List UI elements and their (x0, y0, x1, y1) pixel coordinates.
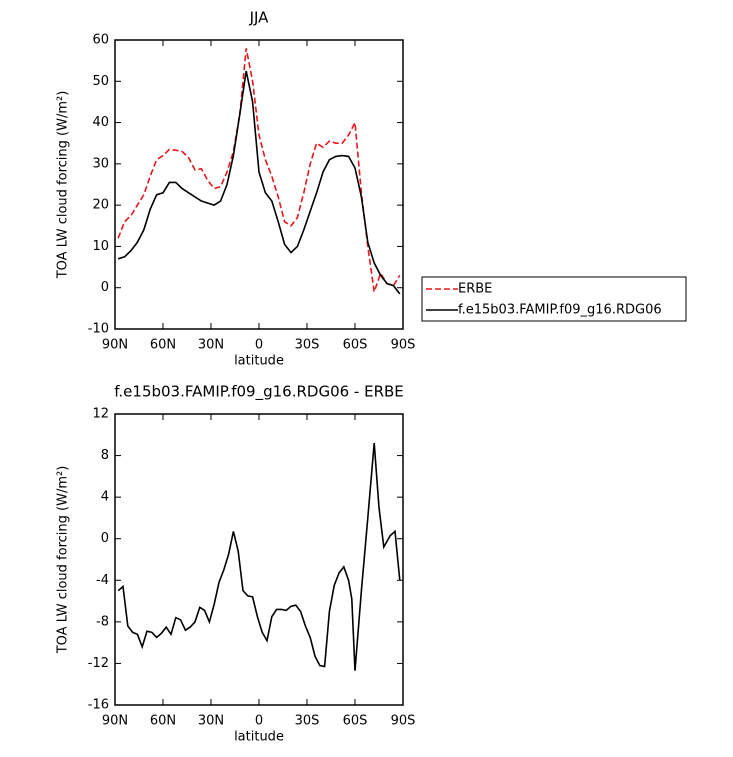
x-tick-label: 90S (391, 338, 416, 353)
y-tick-label: -12 (88, 656, 109, 671)
x-axis-label: latitude (234, 354, 284, 369)
y-tick-label: 60 (92, 33, 109, 48)
y-tick-label: -16 (88, 698, 109, 713)
data-line (117, 443, 401, 671)
chart-title: f.e15b03.FAMIP.f09_g16.RDG06 - ERBE (114, 383, 404, 402)
legend-box (421, 276, 687, 322)
chart-title: JJA (249, 9, 270, 27)
x-tick-label: 0 (255, 338, 263, 353)
data-line (117, 48, 401, 293)
x-tick-label: 30S (295, 338, 320, 353)
y-tick-label: 12 (92, 407, 109, 422)
y-tick-label: -10 (88, 322, 109, 337)
x-tick-label: 90N (102, 338, 128, 353)
y-tick-label: 30 (92, 156, 109, 171)
x-tick-label: 60S (343, 714, 368, 729)
legend-label: f.e15b03.FAMIP.f09_g16.RDG06 (458, 303, 662, 318)
y-tick-label: 8 (101, 448, 109, 463)
y-tick-label: -8 (96, 614, 109, 629)
y-tick-label: -4 (96, 573, 109, 588)
x-tick-label: 30N (198, 338, 224, 353)
y-tick-label: 20 (92, 198, 109, 213)
y-tick-label: 50 (92, 74, 109, 89)
x-axis-label: latitude (234, 730, 284, 745)
y-tick-label: 0 (101, 531, 109, 546)
x-tick-label: 60N (150, 338, 176, 353)
data-line (117, 70, 401, 295)
x-tick-label: 90N (102, 714, 128, 729)
y-axis-label: TOA LW cloud forcing (W/m²) (56, 91, 71, 280)
legend: ERBE f.e15b03.FAMIP.f09_g16.RDG06 (421, 276, 687, 322)
y-tick-label: 10 (92, 239, 109, 254)
y-tick-label: 0 (101, 280, 109, 295)
legend-label: ERBE (458, 282, 492, 297)
y-tick-label: 40 (92, 115, 109, 130)
x-tick-label: 90S (391, 714, 416, 729)
x-tick-label: 60N (150, 714, 176, 729)
x-tick-label: 30S (295, 714, 320, 729)
plot-frame (114, 413, 404, 706)
x-tick-label: 30N (198, 714, 224, 729)
y-axis-label: TOA LW cloud forcing (W/m²) (56, 466, 71, 655)
x-tick-label: 0 (255, 714, 263, 729)
plot-frame (114, 39, 404, 330)
y-tick-label: 4 (101, 490, 109, 505)
x-tick-label: 60S (343, 338, 368, 353)
